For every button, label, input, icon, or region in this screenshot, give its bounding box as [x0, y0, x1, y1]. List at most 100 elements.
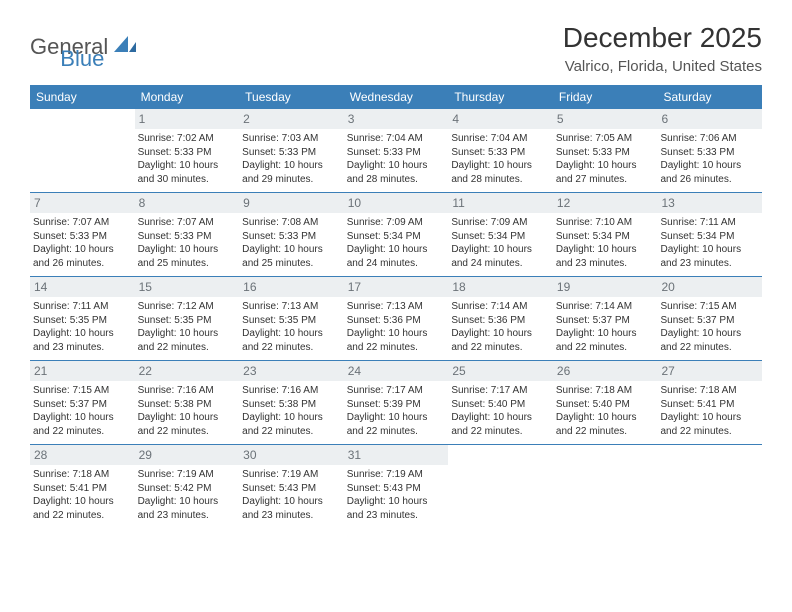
- cell-details: Sunrise: 7:11 AMSunset: 5:34 PMDaylight:…: [660, 216, 759, 270]
- day-number: 24: [344, 361, 449, 381]
- day-number: 2: [239, 109, 344, 129]
- cell-line: Sunset: 5:37 PM: [556, 314, 655, 328]
- cell-line: and 25 minutes.: [138, 257, 237, 271]
- cell-details: Sunrise: 7:18 AMSunset: 5:41 PMDaylight:…: [660, 384, 759, 438]
- cell-details: Sunrise: 7:08 AMSunset: 5:33 PMDaylight:…: [242, 216, 341, 270]
- dayheader: Tuesday: [239, 85, 344, 109]
- cell-line: Daylight: 10 hours: [451, 411, 550, 425]
- cell-line: Daylight: 10 hours: [660, 327, 759, 341]
- calendar-cell: 21Sunrise: 7:15 AMSunset: 5:37 PMDayligh…: [30, 361, 135, 444]
- cell-line: Daylight: 10 hours: [138, 411, 237, 425]
- cell-line: Daylight: 10 hours: [138, 327, 237, 341]
- cell-details: Sunrise: 7:16 AMSunset: 5:38 PMDaylight:…: [138, 384, 237, 438]
- calendar-cell: 29Sunrise: 7:19 AMSunset: 5:42 PMDayligh…: [135, 445, 240, 528]
- cell-line: Sunset: 5:37 PM: [33, 398, 132, 412]
- cell-line: Sunset: 5:35 PM: [138, 314, 237, 328]
- logo-sail-icon: [114, 36, 136, 59]
- day-number: 5: [553, 109, 658, 129]
- cell-line: Daylight: 10 hours: [33, 243, 132, 257]
- calendar-cell: 16Sunrise: 7:13 AMSunset: 5:35 PMDayligh…: [239, 277, 344, 360]
- day-number: 31: [344, 445, 449, 465]
- day-number: 29: [135, 445, 240, 465]
- calendar-cell: 17Sunrise: 7:13 AMSunset: 5:36 PMDayligh…: [344, 277, 449, 360]
- day-number: 26: [553, 361, 658, 381]
- calendar-cell: 9 Sunrise: 7:08 AMSunset: 5:33 PMDaylight…: [239, 193, 344, 276]
- calendar-cell: 2Sunrise: 7:03 AMSunset: 5:33 PMDaylight…: [239, 109, 344, 192]
- title-block: December 2025 Valrico, Florida, United S…: [563, 22, 762, 75]
- cell-line: Sunrise: 7:15 AM: [33, 384, 132, 398]
- day-number: 22: [135, 361, 240, 381]
- calendar-cell: 10Sunrise: 7:09 AMSunset: 5:34 PMDayligh…: [344, 193, 449, 276]
- cell-line: Sunset: 5:33 PM: [33, 230, 132, 244]
- cell-details: Sunrise: 7:09 AMSunset: 5:34 PMDaylight:…: [451, 216, 550, 270]
- cell-line: Sunset: 5:34 PM: [556, 230, 655, 244]
- cell-line: Sunset: 5:36 PM: [347, 314, 446, 328]
- calendar-cell: [553, 445, 658, 528]
- cell-line: Sunrise: 7:11 AM: [33, 300, 132, 314]
- cell-line: and 22 minutes.: [556, 341, 655, 355]
- calendar-cell: 26Sunrise: 7:18 AMSunset: 5:40 PMDayligh…: [553, 361, 658, 444]
- cell-line: Sunset: 5:41 PM: [660, 398, 759, 412]
- week-row: 1Sunrise: 7:02 AMSunset: 5:33 PMDaylight…: [30, 109, 762, 192]
- cell-line: Sunset: 5:43 PM: [242, 482, 341, 496]
- header: General Blue December 2025 Valrico, Flor…: [0, 0, 792, 85]
- location: Valrico, Florida, United States: [563, 58, 762, 75]
- cell-line: Sunset: 5:35 PM: [33, 314, 132, 328]
- calendar-cell: 8Sunrise: 7:07 AMSunset: 5:33 PMDaylight…: [135, 193, 240, 276]
- cell-line: and 28 minutes.: [347, 173, 446, 187]
- cell-line: and 22 minutes.: [660, 341, 759, 355]
- day-number: 30: [239, 445, 344, 465]
- day-number: 7: [30, 193, 135, 213]
- cell-line: Sunrise: 7:07 AM: [138, 216, 237, 230]
- cell-line: Sunrise: 7:14 AM: [451, 300, 550, 314]
- calendar-cell: 24Sunrise: 7:17 AMSunset: 5:39 PMDayligh…: [344, 361, 449, 444]
- cell-line: and 22 minutes.: [451, 425, 550, 439]
- cell-line: Daylight: 10 hours: [556, 411, 655, 425]
- calendar-cell: 14Sunrise: 7:11 AMSunset: 5:35 PMDayligh…: [30, 277, 135, 360]
- cell-line: Sunrise: 7:09 AM: [451, 216, 550, 230]
- day-number: 13: [657, 193, 762, 213]
- dayheader: Sunday: [30, 85, 135, 109]
- day-number: 15: [135, 277, 240, 297]
- cell-line: and 30 minutes.: [138, 173, 237, 187]
- cell-line: Daylight: 10 hours: [347, 159, 446, 173]
- cell-line: Sunrise: 7:03 AM: [242, 132, 341, 146]
- cell-line: and 23 minutes.: [660, 257, 759, 271]
- calendar-cell: [657, 445, 762, 528]
- day-number: 8: [135, 193, 240, 213]
- calendar-cell: 18Sunrise: 7:14 AMSunset: 5:36 PMDayligh…: [448, 277, 553, 360]
- cell-details: Sunrise: 7:13 AMSunset: 5:35 PMDaylight:…: [242, 300, 341, 354]
- cell-details: Sunrise: 7:19 AMSunset: 5:43 PMDaylight:…: [347, 468, 446, 522]
- cell-line: Daylight: 10 hours: [138, 243, 237, 257]
- week-row: 21Sunrise: 7:15 AMSunset: 5:37 PMDayligh…: [30, 360, 762, 444]
- cell-line: Sunrise: 7:14 AM: [556, 300, 655, 314]
- cell-line: Daylight: 10 hours: [660, 243, 759, 257]
- cell-line: and 22 minutes.: [242, 425, 341, 439]
- cell-line: Daylight: 10 hours: [33, 327, 132, 341]
- cell-details: Sunrise: 7:14 AMSunset: 5:37 PMDaylight:…: [556, 300, 655, 354]
- cell-line: and 22 minutes.: [660, 425, 759, 439]
- day-number: 9: [239, 193, 344, 213]
- cell-line: Sunrise: 7:13 AM: [347, 300, 446, 314]
- cell-line: Daylight: 10 hours: [33, 495, 132, 509]
- calendar-cell: 11Sunrise: 7:09 AMSunset: 5:34 PMDayligh…: [448, 193, 553, 276]
- cell-line: Sunrise: 7:18 AM: [556, 384, 655, 398]
- cell-line: Sunset: 5:40 PM: [451, 398, 550, 412]
- calendar-cell: [448, 445, 553, 528]
- cell-line: and 29 minutes.: [242, 173, 341, 187]
- day-number: 27: [657, 361, 762, 381]
- day-number: 4: [448, 109, 553, 129]
- month-title: December 2025: [563, 22, 762, 54]
- calendar-cell: 20Sunrise: 7:15 AMSunset: 5:37 PMDayligh…: [657, 277, 762, 360]
- cell-line: Sunset: 5:33 PM: [138, 146, 237, 160]
- calendar-cell: 13 Sunrise: 7:11 AMSunset: 5:34 PMDayligh…: [657, 193, 762, 276]
- day-number: 1: [135, 109, 240, 129]
- calendar-cell: 1Sunrise: 7:02 AMSunset: 5:33 PMDaylight…: [135, 109, 240, 192]
- week-row: 14Sunrise: 7:11 AMSunset: 5:35 PMDayligh…: [30, 276, 762, 360]
- cell-line: Sunrise: 7:11 AM: [660, 216, 759, 230]
- day-number: 12: [553, 193, 658, 213]
- cell-line: Sunset: 5:41 PM: [33, 482, 132, 496]
- dayheader: Thursday: [448, 85, 553, 109]
- cell-line: Daylight: 10 hours: [556, 327, 655, 341]
- cell-details: Sunrise: 7:15 AMSunset: 5:37 PMDaylight:…: [33, 384, 132, 438]
